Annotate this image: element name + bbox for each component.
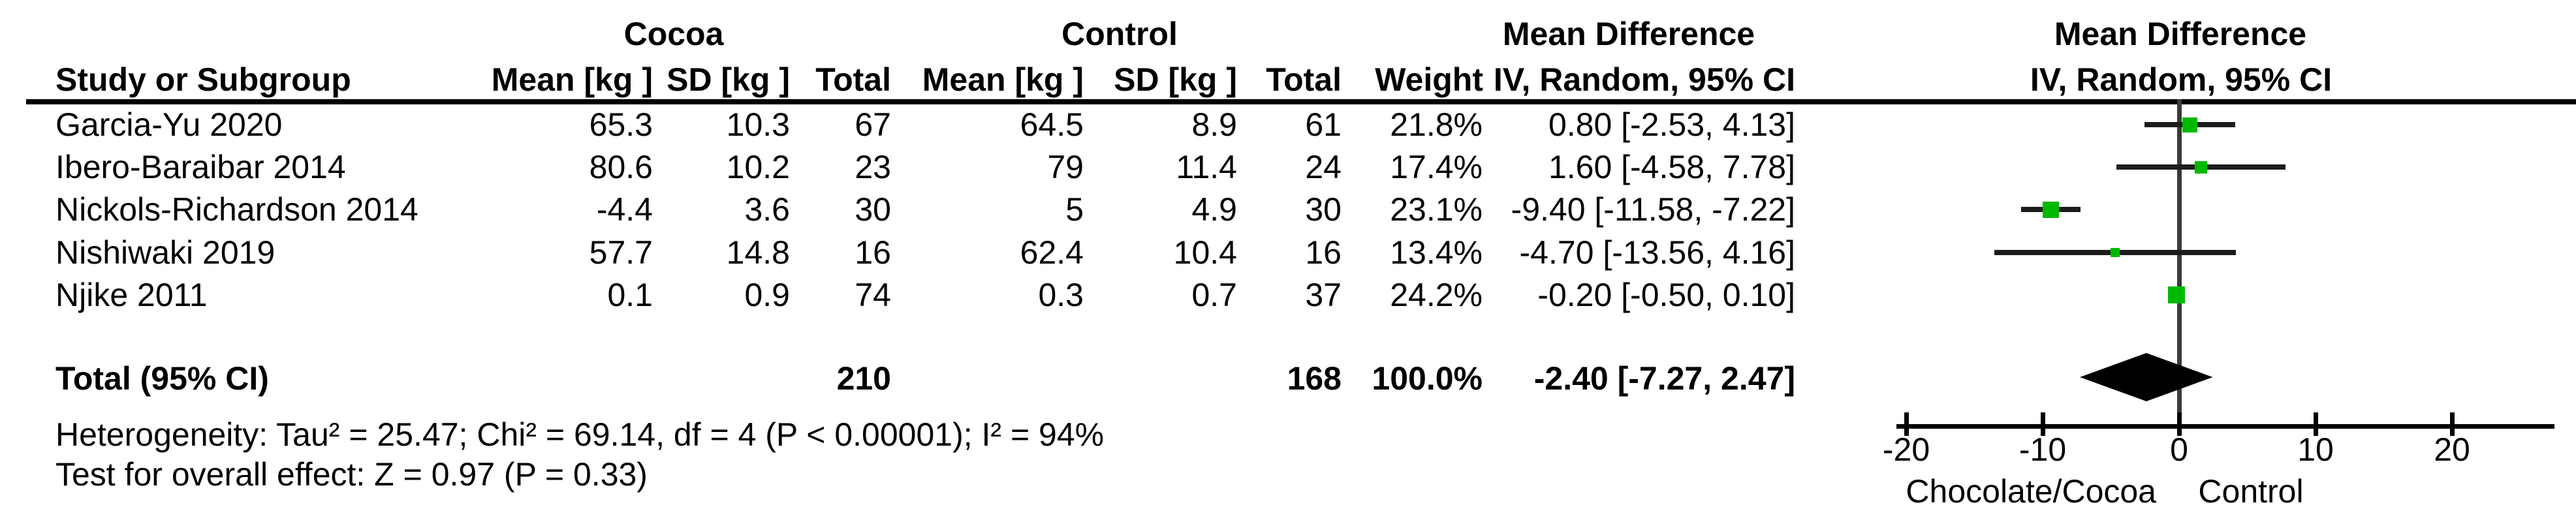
group-header-control: Control bbox=[1061, 16, 1178, 52]
cocoa-total-value: 30 bbox=[855, 191, 891, 228]
cocoa-mean-value: 65.3 bbox=[589, 106, 653, 143]
total-cocoa-n: 210 bbox=[836, 360, 891, 397]
study-point-estimate-square bbox=[2194, 161, 2207, 174]
column-header-md-ci: IV, Random, 95% CI bbox=[1493, 61, 1795, 98]
control-total-value: 16 bbox=[1305, 234, 1342, 271]
md-ci-value: -9.40 [-11.58, -7.22] bbox=[1511, 191, 1795, 228]
axis-tick-label: -10 bbox=[2018, 431, 2067, 468]
control-total-value: 30 bbox=[1305, 191, 1342, 228]
plot-header-md-ci: IV, Random, 95% CI bbox=[2030, 61, 2333, 98]
cocoa-sd-value: 3.6 bbox=[744, 191, 790, 228]
overall-effect-test: Test for overall effect: Z = 0.97 (P = 0… bbox=[55, 456, 648, 493]
column-header-study: Study or Subgroup bbox=[55, 61, 351, 98]
cocoa-mean-value: 0.1 bbox=[607, 277, 653, 313]
axis-tick-label: -20 bbox=[1882, 431, 1930, 468]
axis-tick-label: 10 bbox=[2297, 431, 2334, 468]
column-header-control-sd: SD [kg ] bbox=[1114, 61, 1237, 98]
weight-value: 13.4% bbox=[1390, 234, 1483, 271]
control-mean-value: 79 bbox=[1047, 149, 1084, 185]
control-sd-value: 8.9 bbox=[1191, 106, 1237, 143]
header-divider-line bbox=[26, 99, 2576, 104]
cocoa-sd-value: 14.8 bbox=[726, 234, 790, 271]
control-mean-value: 0.3 bbox=[1038, 277, 1084, 313]
cocoa-sd-value: 10.2 bbox=[726, 149, 790, 185]
cocoa-mean-value: -4.4 bbox=[596, 191, 653, 228]
column-header-control-total: Total bbox=[1266, 61, 1342, 98]
control-mean-value: 62.4 bbox=[1020, 234, 1084, 271]
study-name: Nickols-Richardson 2014 bbox=[55, 191, 418, 228]
column-header-cocoa-mean: Mean [kg ] bbox=[491, 61, 653, 98]
axis-label-favours-control: Control bbox=[2198, 473, 2304, 510]
md-plot-column-header: Mean Difference bbox=[2054, 16, 2307, 52]
axis-tick bbox=[2449, 412, 2455, 436]
column-header-control-mean: Mean [kg ] bbox=[922, 61, 1084, 98]
study-name: Njike 2011 bbox=[55, 277, 208, 313]
cocoa-total-value: 23 bbox=[855, 149, 891, 185]
study-name: Ibero-Baraibar 2014 bbox=[55, 149, 346, 185]
column-header-cocoa-sd: SD [kg ] bbox=[667, 61, 790, 98]
column-header-cocoa-total: Total bbox=[815, 61, 891, 98]
axis-tick-label: 20 bbox=[2434, 431, 2470, 468]
control-total-value: 37 bbox=[1305, 277, 1342, 313]
cocoa-total-value: 74 bbox=[855, 277, 891, 313]
heterogeneity-stats: Heterogeneity: Tau² = 25.47; Chi² = 69.1… bbox=[55, 416, 1105, 453]
axis-tick-label: 0 bbox=[2170, 431, 2188, 468]
total-label: Total (95% CI) bbox=[55, 360, 269, 397]
md-text-column-header: Mean Difference bbox=[1502, 16, 1755, 52]
pooled-effect-diamond bbox=[2080, 353, 2213, 401]
total-control-n: 168 bbox=[1287, 360, 1342, 397]
md-ci-value: -0.20 [-0.50, 0.10] bbox=[1537, 277, 1795, 313]
weight-value: 24.2% bbox=[1390, 277, 1483, 313]
control-total-value: 61 bbox=[1305, 106, 1342, 143]
study-point-estimate-square bbox=[2167, 286, 2185, 303]
cocoa-sd-value: 0.9 bbox=[744, 277, 790, 313]
column-header-weight: Weight bbox=[1375, 61, 1483, 98]
control-sd-value: 0.7 bbox=[1191, 277, 1237, 313]
total-weight: 100.0% bbox=[1372, 360, 1483, 397]
axis-tick bbox=[2176, 412, 2182, 436]
md-ci-value: -4.70 [-13.56, 4.16] bbox=[1519, 234, 1795, 271]
weight-value: 23.1% bbox=[1390, 191, 1483, 228]
cocoa-total-value: 16 bbox=[855, 234, 891, 271]
axis-label-favours-treatment: Chocolate/Cocoa bbox=[1906, 473, 2156, 510]
axis-tick bbox=[2040, 412, 2045, 436]
control-mean-value: 5 bbox=[1065, 191, 1084, 228]
control-sd-value: 10.4 bbox=[1173, 234, 1237, 271]
study-point-estimate-square bbox=[2110, 248, 2120, 257]
control-mean-value: 64.5 bbox=[1020, 106, 1084, 143]
study-name: Garcia-Yu 2020 bbox=[55, 106, 283, 143]
study-name: Nishiwaki 2019 bbox=[55, 234, 275, 271]
cocoa-mean-value: 57.7 bbox=[589, 234, 653, 271]
group-header-cocoa: Cocoa bbox=[623, 16, 724, 52]
axis-tick bbox=[1904, 412, 1909, 436]
md-ci-value: 0.80 [-2.53, 4.13] bbox=[1548, 106, 1795, 143]
control-sd-value: 11.4 bbox=[1176, 149, 1237, 185]
cocoa-sd-value: 10.3 bbox=[726, 106, 790, 143]
control-sd-value: 4.9 bbox=[1191, 191, 1237, 228]
study-point-estimate-square bbox=[2043, 201, 2060, 218]
total-md-ci: -2.40 [-7.27, 2.47] bbox=[1533, 360, 1795, 397]
zero-reference-line bbox=[2176, 99, 2182, 429]
axis-tick bbox=[2313, 412, 2318, 436]
weight-value: 21.8% bbox=[1390, 106, 1483, 143]
cocoa-mean-value: 80.6 bbox=[589, 149, 653, 185]
md-ci-value: 1.60 [-4.58, 7.78] bbox=[1548, 149, 1795, 185]
x-axis-line bbox=[1896, 424, 2554, 429]
study-point-estimate-square bbox=[2182, 117, 2198, 132]
cocoa-total-value: 67 bbox=[855, 106, 891, 143]
control-total-value: 24 bbox=[1305, 149, 1342, 185]
weight-value: 17.4% bbox=[1390, 149, 1483, 185]
